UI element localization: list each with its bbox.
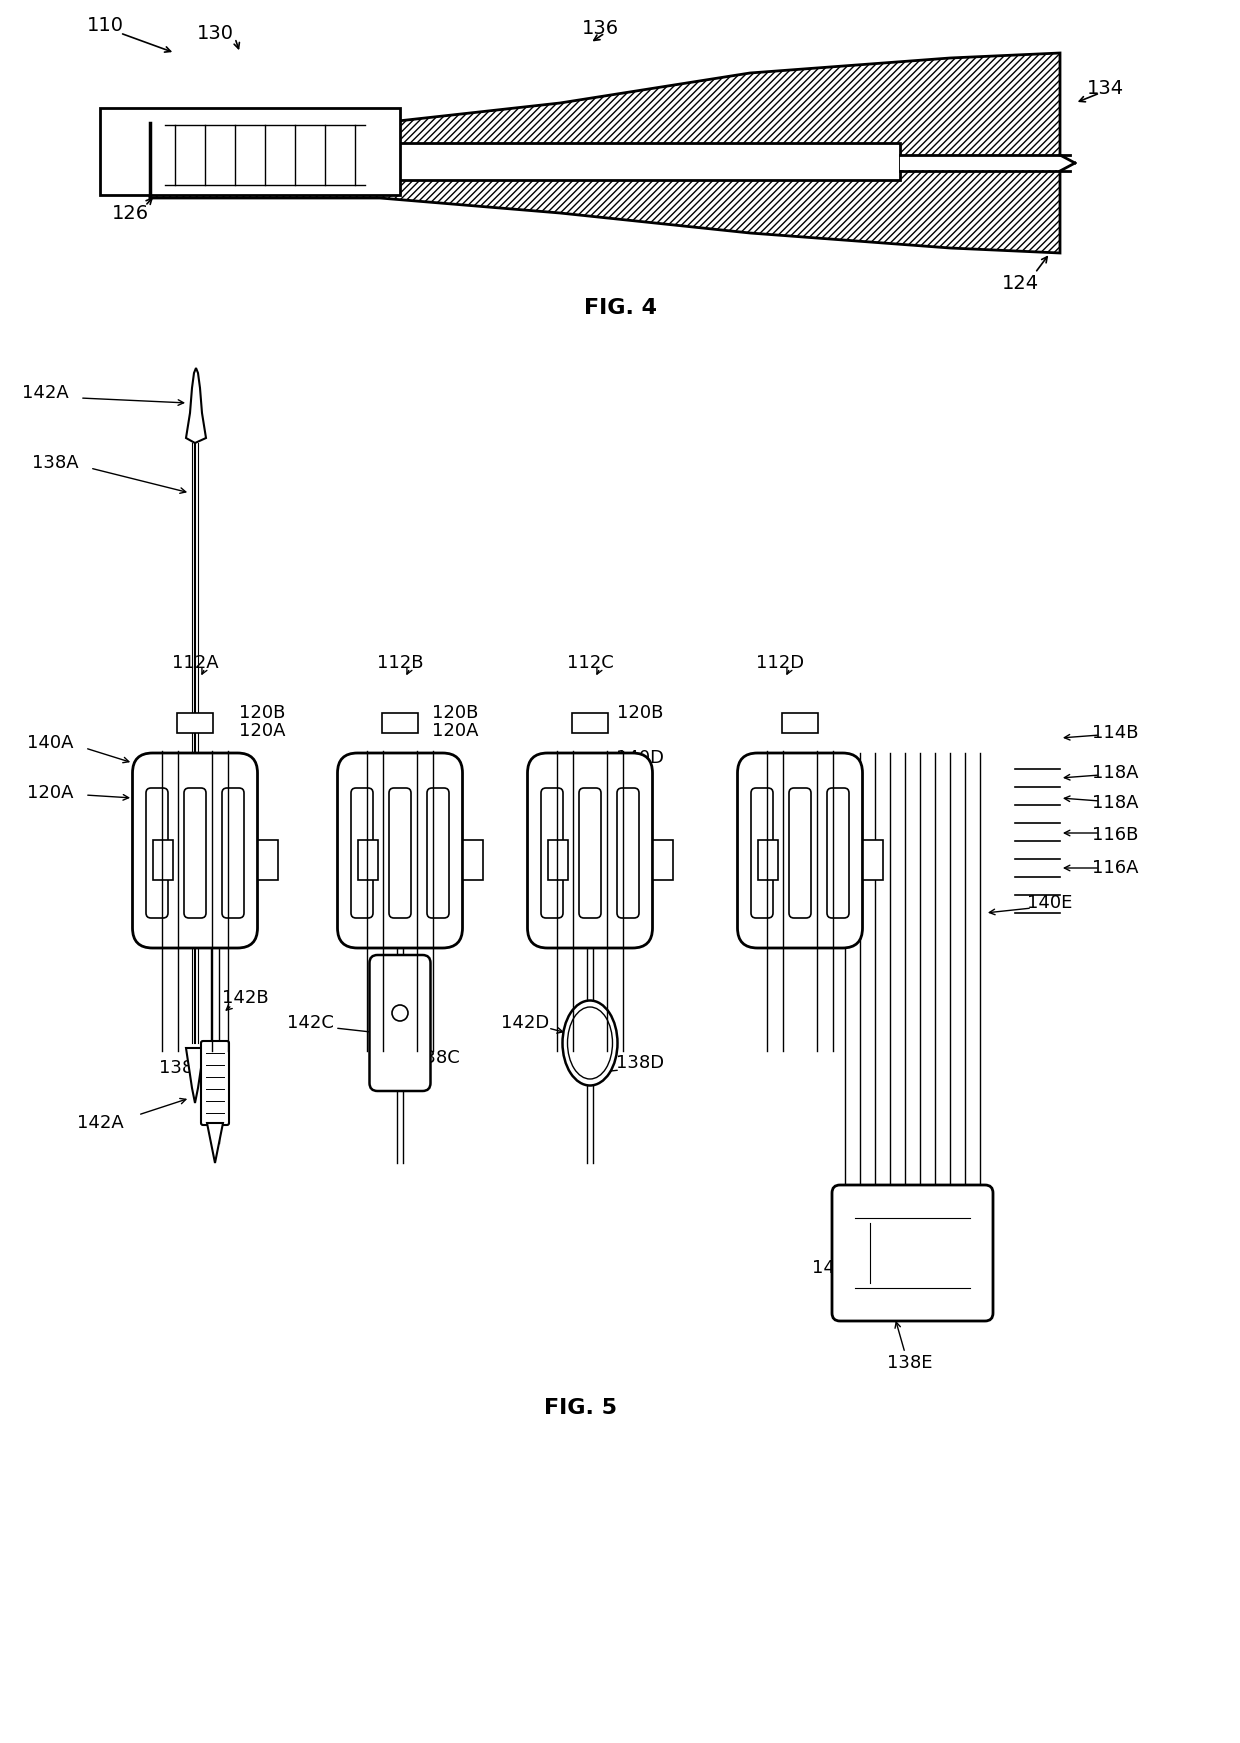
FancyBboxPatch shape xyxy=(427,788,449,919)
FancyBboxPatch shape xyxy=(463,840,482,880)
Text: FIG. 5: FIG. 5 xyxy=(543,1398,616,1419)
Text: 134: 134 xyxy=(1086,78,1123,98)
FancyBboxPatch shape xyxy=(357,840,377,880)
FancyBboxPatch shape xyxy=(863,840,883,880)
Text: 138B: 138B xyxy=(159,1060,206,1077)
FancyBboxPatch shape xyxy=(389,788,410,919)
Text: 138D: 138D xyxy=(616,1055,665,1072)
FancyBboxPatch shape xyxy=(351,788,373,919)
Text: 142B: 142B xyxy=(222,988,268,1007)
Ellipse shape xyxy=(563,1000,618,1086)
Text: 116B: 116B xyxy=(1091,826,1138,844)
FancyBboxPatch shape xyxy=(370,955,430,1091)
Text: 140B: 140B xyxy=(141,884,188,901)
Text: 114B: 114B xyxy=(1091,723,1138,743)
FancyBboxPatch shape xyxy=(133,753,258,948)
Text: 140C: 140C xyxy=(352,884,398,901)
Text: 138A: 138A xyxy=(32,453,78,472)
Text: 140D: 140D xyxy=(616,749,663,767)
FancyBboxPatch shape xyxy=(153,840,172,880)
Text: 142E: 142E xyxy=(812,1258,858,1278)
FancyBboxPatch shape xyxy=(184,788,206,919)
Text: 142C: 142C xyxy=(286,1014,334,1032)
Text: 112D: 112D xyxy=(756,654,804,673)
FancyBboxPatch shape xyxy=(527,753,652,948)
FancyBboxPatch shape xyxy=(827,788,849,919)
Text: 118A: 118A xyxy=(1091,795,1138,812)
Text: 140E: 140E xyxy=(1027,894,1073,912)
Circle shape xyxy=(392,1006,408,1021)
FancyBboxPatch shape xyxy=(150,143,900,180)
FancyBboxPatch shape xyxy=(618,788,639,919)
Text: 142A: 142A xyxy=(21,383,68,403)
FancyBboxPatch shape xyxy=(900,157,1070,171)
Polygon shape xyxy=(186,368,206,443)
FancyBboxPatch shape xyxy=(382,713,418,734)
Text: 130: 130 xyxy=(196,23,233,42)
FancyBboxPatch shape xyxy=(579,788,601,919)
Text: 138C: 138C xyxy=(413,1049,459,1067)
FancyBboxPatch shape xyxy=(758,840,777,880)
Text: FIG. 4: FIG. 4 xyxy=(584,298,656,317)
Text: 118A: 118A xyxy=(1091,763,1138,783)
Text: 110: 110 xyxy=(87,16,124,35)
Text: 112B: 112B xyxy=(377,654,423,673)
Text: 120A: 120A xyxy=(239,722,285,741)
Polygon shape xyxy=(186,1048,205,1103)
FancyBboxPatch shape xyxy=(572,713,608,734)
Text: 116A: 116A xyxy=(1091,859,1138,877)
FancyBboxPatch shape xyxy=(146,788,167,919)
FancyBboxPatch shape xyxy=(177,713,213,734)
Text: 112A: 112A xyxy=(171,654,218,673)
FancyBboxPatch shape xyxy=(541,788,563,919)
Ellipse shape xyxy=(568,1007,613,1079)
FancyBboxPatch shape xyxy=(789,788,811,919)
Text: 140A: 140A xyxy=(27,734,73,751)
Text: 136: 136 xyxy=(582,19,619,38)
Polygon shape xyxy=(207,1122,223,1163)
FancyBboxPatch shape xyxy=(652,840,672,880)
Polygon shape xyxy=(150,52,1060,253)
FancyBboxPatch shape xyxy=(738,753,863,948)
Text: 142A: 142A xyxy=(77,1114,123,1131)
Text: 142D: 142D xyxy=(501,1014,549,1032)
Text: 124: 124 xyxy=(1002,274,1039,293)
Text: 112C: 112C xyxy=(567,654,614,673)
Text: 120A: 120A xyxy=(432,722,479,741)
Text: 126: 126 xyxy=(112,204,149,223)
FancyBboxPatch shape xyxy=(337,753,463,948)
Text: 120B: 120B xyxy=(432,704,479,722)
FancyBboxPatch shape xyxy=(751,788,773,919)
FancyBboxPatch shape xyxy=(222,788,244,919)
FancyBboxPatch shape xyxy=(258,840,278,880)
FancyBboxPatch shape xyxy=(548,840,568,880)
Text: 120B: 120B xyxy=(616,704,663,722)
FancyBboxPatch shape xyxy=(832,1185,993,1321)
Text: 120B: 120B xyxy=(239,704,285,722)
FancyBboxPatch shape xyxy=(100,108,401,195)
Text: 138E: 138E xyxy=(888,1354,932,1372)
FancyBboxPatch shape xyxy=(201,1041,229,1124)
FancyBboxPatch shape xyxy=(782,713,818,734)
Text: 120A: 120A xyxy=(27,784,73,802)
